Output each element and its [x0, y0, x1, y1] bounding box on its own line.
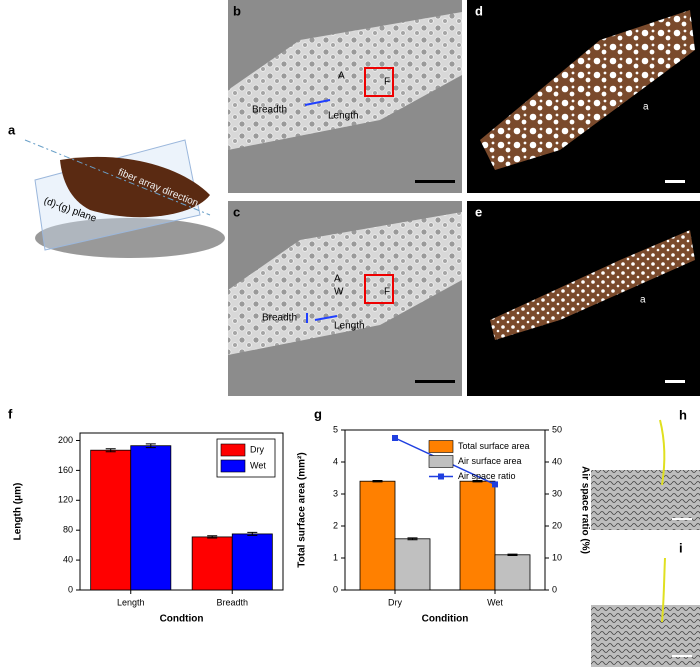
legend-swatch [438, 473, 444, 480]
plot-frame [344, 429, 546, 591]
legend-label: Wet [250, 460, 266, 470]
bar [130, 445, 172, 591]
y-axis-title: Total surface area (mm²) [297, 452, 308, 567]
panel-label: h [679, 407, 687, 422]
y-tick-label: 80 [63, 525, 73, 535]
annotation: Length [334, 321, 365, 332]
y-tick-label: 2 [333, 520, 338, 530]
panel-h: h [591, 400, 700, 530]
y-tick-label: 40 [63, 554, 73, 564]
x-tick-label: Wet [487, 597, 503, 607]
x-tick-label: Length [117, 597, 145, 607]
panel-d: a d [467, 0, 700, 193]
y-tick-label: 0 [68, 584, 73, 594]
panel-label: b [233, 3, 241, 18]
plot-frame [79, 432, 284, 591]
bar [394, 538, 431, 591]
error-bar [105, 448, 116, 453]
y2-tick-label: 30 [552, 488, 562, 498]
y2-tick-label: 50 [552, 424, 562, 434]
legend-label: Air surface area [458, 456, 522, 466]
legend-label: Air space ratio [458, 471, 516, 481]
panel-label: g [314, 406, 322, 421]
bar [494, 554, 531, 591]
annotation: a [640, 295, 646, 306]
x-tick-label: Breadth [216, 597, 248, 607]
annotation: F [384, 77, 390, 88]
panel-label: a [8, 122, 16, 137]
error-bar [145, 443, 156, 449]
legend-label: Total surface area [458, 441, 530, 451]
panel-label: d [475, 3, 483, 18]
error-bar [472, 480, 483, 483]
bar [231, 533, 273, 591]
annotation: a [643, 102, 649, 113]
x-axis-title: Condtion [160, 614, 204, 625]
error-bar [507, 553, 518, 556]
panel-b: A F Breadth Length b [228, 0, 462, 193]
y2-tick-label: 0 [552, 584, 557, 594]
y-tick-label: 0 [333, 584, 338, 594]
error-bar [247, 531, 258, 536]
bar [191, 536, 233, 591]
y-axis-title: Length (μm) [13, 483, 24, 541]
y-tick-label: 200 [58, 435, 73, 445]
panel-a: fiber array direction (d)-(g) plane a [8, 122, 225, 258]
bar [459, 480, 496, 591]
x-axis-title: Condition [422, 614, 469, 625]
error-bar [207, 535, 218, 539]
y-tick-label: 120 [58, 495, 73, 505]
annotation: Length [328, 111, 359, 122]
panel-label: c [233, 204, 240, 219]
annotation: Breadth [262, 313, 297, 324]
leaf [60, 156, 210, 218]
bar [359, 480, 396, 591]
annotation: Breadth [252, 105, 287, 116]
y2-axis-title: Air space ratio (%) [579, 466, 590, 554]
bar [90, 449, 132, 591]
point [492, 481, 498, 488]
axis-line [24, 139, 211, 216]
shadow [35, 218, 225, 258]
panel-label: e [475, 204, 482, 219]
panel-c: A W F Breadth Length c [228, 201, 462, 396]
error-bar [407, 537, 418, 541]
y-tick-label: 3 [333, 488, 338, 498]
y-tick-label: 1 [333, 552, 338, 562]
annotation: W [334, 287, 344, 298]
x-tick-label: Dry [388, 597, 402, 607]
annotation: A [338, 71, 345, 82]
legend-swatch [428, 455, 454, 468]
y-tick-label: 160 [58, 465, 73, 475]
y2-tick-label: 10 [552, 552, 562, 562]
panel-e: a e [467, 201, 700, 396]
legend-swatch [220, 459, 246, 473]
panel-i: i [591, 535, 700, 667]
error-bar [372, 480, 383, 483]
annotation: F [384, 287, 390, 298]
annotation: A [334, 274, 341, 285]
legend-swatch [428, 440, 454, 453]
legend-label: Dry [250, 444, 264, 454]
y2-tick-label: 40 [552, 456, 562, 466]
point [392, 435, 398, 441]
y2-tick-label: 20 [552, 520, 562, 530]
panel-label: i [679, 540, 683, 555]
legend-swatch [220, 443, 246, 457]
y-tick-label: 5 [333, 424, 338, 434]
panel-label: f [8, 406, 13, 421]
y-tick-label: 4 [333, 456, 338, 466]
